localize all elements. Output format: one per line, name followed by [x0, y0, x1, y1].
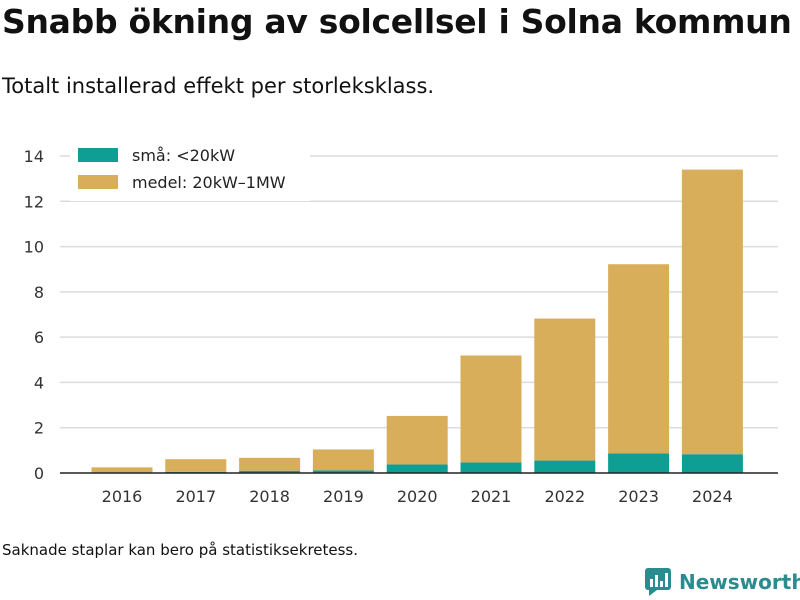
- x-tick-label: 2018: [249, 487, 290, 506]
- y-tick-label: 6: [34, 328, 44, 347]
- x-tick-label: 2024: [692, 487, 733, 506]
- bar-medel-2019: [312, 449, 374, 471]
- bar-sma-2023: [608, 453, 670, 473]
- bar-sma-2021: [460, 462, 522, 473]
- stacked-bar-chart: 0 2 4 6 8 10 12 14 2016 2017 2018 2019 2020 2021 2022 2…: [23, 141, 778, 506]
- axes: 0 2 4 6 8 10 12 14 2016 2017 2018 2019 2020 2021 2022 2…: [24, 147, 778, 506]
- y-tick-label: 8: [34, 283, 44, 302]
- bar-medel-2022: [534, 318, 596, 461]
- brand-name: Newsworthy: [679, 570, 800, 594]
- legend-swatch-sma: [78, 148, 118, 162]
- x-tick-label: 2016: [102, 487, 143, 506]
- legend: små: <20kW medel: 20kW–1MW: [70, 141, 310, 201]
- legend-swatch-medel: [78, 175, 118, 189]
- x-tick-label: 2017: [175, 487, 216, 506]
- bars: [91, 169, 743, 473]
- y-tick-label: 14: [24, 147, 44, 166]
- x-tick-label: 2020: [397, 487, 438, 506]
- y-tick-label: 10: [24, 238, 44, 257]
- x-tick-label: 2023: [618, 487, 659, 506]
- bar-medel-2020: [386, 415, 448, 465]
- x-tick-label: 2022: [544, 487, 585, 506]
- footnote: Saknade staplar kan bero på statistiksek…: [2, 541, 359, 559]
- bar-sma-2018: [239, 470, 301, 473]
- legend-label-sma: små: <20kW: [132, 146, 235, 165]
- bar-medel-2017: [165, 459, 227, 472]
- x-tick-label: 2021: [471, 487, 512, 506]
- brand-logo: Newsworthy: [645, 568, 800, 596]
- chart-subtitle: Totalt installerad effekt per storlekskl…: [2, 74, 435, 98]
- bar-medel-2023: [608, 264, 670, 454]
- bar-sma-2022: [534, 460, 596, 473]
- bar-medel-2016: [91, 467, 153, 473]
- legend-label-medel: medel: 20kW–1MW: [132, 173, 286, 192]
- bar-sma-2020: [386, 464, 448, 473]
- y-tick-label: 2: [34, 419, 44, 438]
- bar-sma-2024: [681, 454, 743, 473]
- y-tick-label: 4: [34, 373, 44, 392]
- bar-medel-2021: [460, 355, 522, 463]
- newsworthy-icon: [645, 568, 671, 596]
- y-tick-label: 0: [34, 464, 44, 483]
- bar-sma-2019: [312, 470, 374, 473]
- bar-medel-2018: [239, 457, 301, 471]
- bar-medel-2024: [681, 169, 743, 455]
- x-tick-label: 2019: [323, 487, 364, 506]
- chart-title: Snabb ökning av solcellsel i Solna kommu…: [2, 2, 792, 41]
- y-tick-label: 12: [24, 192, 44, 211]
